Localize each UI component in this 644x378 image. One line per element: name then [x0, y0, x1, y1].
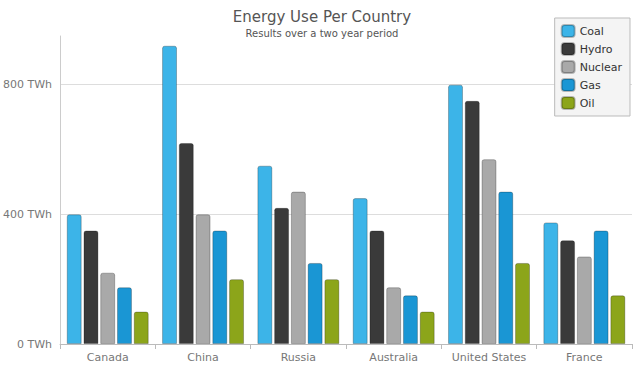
svg-text:Australia: Australia: [369, 351, 418, 364]
svg-text:United States: United States: [452, 351, 527, 364]
svg-text:France: France: [566, 351, 603, 364]
svg-text:Gas: Gas: [580, 79, 601, 92]
svg-text:Oil: Oil: [580, 97, 595, 110]
svg-text:Energy Use Per Country: Energy Use Per Country: [233, 8, 411, 26]
svg-text:Results over a two year period: Results over a two year period: [246, 28, 399, 39]
svg-text:Hydro: Hydro: [580, 43, 613, 56]
svg-text:800 TWh: 800 TWh: [3, 78, 52, 91]
svg-text:Nuclear: Nuclear: [580, 61, 623, 74]
svg-text:Russia: Russia: [281, 351, 316, 364]
svg-text:Coal: Coal: [580, 25, 604, 38]
svg-text:400 TWh: 400 TWh: [3, 208, 52, 221]
svg-text:China: China: [187, 351, 218, 364]
svg-text:0 TWh: 0 TWh: [17, 338, 52, 351]
svg-text:Canada: Canada: [87, 351, 129, 364]
